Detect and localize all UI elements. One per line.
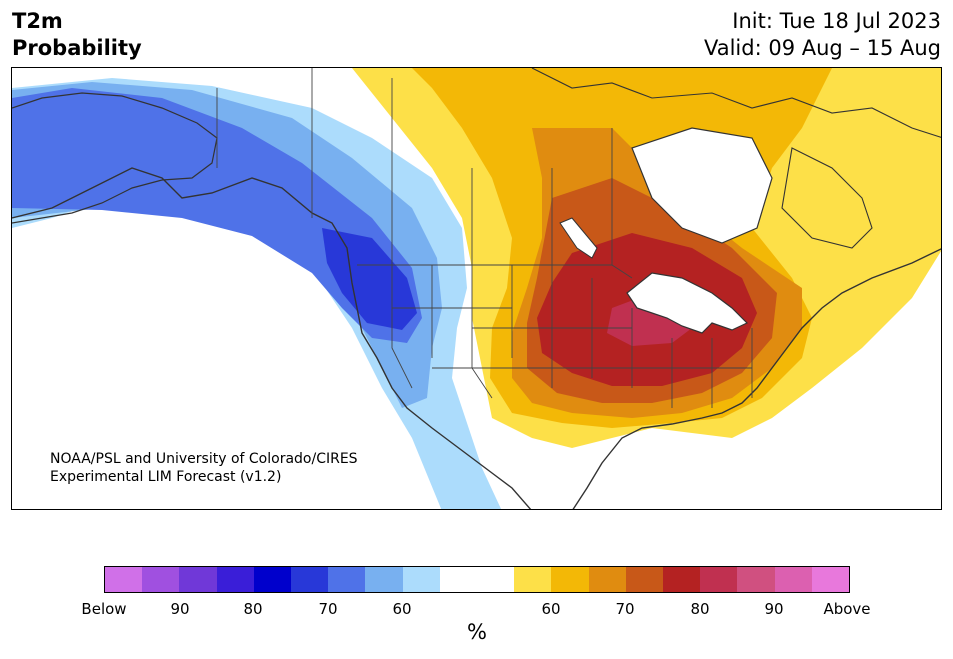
colorbar xyxy=(104,566,850,593)
colorbar-segment xyxy=(774,567,812,592)
colorbar-tick-label: 90 xyxy=(170,600,190,618)
colorbar-segment xyxy=(216,567,254,592)
title-line-2: Probability xyxy=(12,36,142,60)
colorbar-tick-label: 60 xyxy=(392,600,412,618)
colorbar-tick-label: Below xyxy=(81,600,127,618)
hudson-bay xyxy=(631,127,773,244)
colorbar-segment xyxy=(514,567,552,592)
colorbar-segment xyxy=(551,567,589,592)
colorbar-segment xyxy=(625,567,664,592)
forecast-dates: Init: Tue 18 Jul 2023 Valid: 09 Aug – 15… xyxy=(704,8,941,62)
colorbar-segment xyxy=(439,567,478,592)
colorbar-segment xyxy=(663,567,701,592)
init-date: Init: Tue 18 Jul 2023 xyxy=(732,9,941,33)
colorbar-segment xyxy=(179,567,217,592)
colorbar-segment xyxy=(737,567,775,592)
valid-range: Valid: 09 Aug – 15 Aug xyxy=(703,36,941,60)
colorbar-segment xyxy=(365,567,403,592)
colorbar-tick-label: 70 xyxy=(615,600,635,618)
below-90-region xyxy=(322,228,417,330)
colorbar-segment xyxy=(588,567,626,592)
lake-winnipeg xyxy=(559,217,598,259)
colorbar-tick-label: Above xyxy=(823,600,871,618)
state-lines xyxy=(391,265,753,408)
colorbar-tick-label: 60 xyxy=(541,600,561,618)
great-lakes xyxy=(626,272,749,334)
map-canvas xyxy=(12,68,941,509)
province-lines xyxy=(311,68,613,265)
boundaries xyxy=(216,68,753,408)
colorbar-segment xyxy=(811,567,850,592)
coastline xyxy=(12,167,941,509)
data-credit: NOAA/PSL and University of Colorado/CIRE… xyxy=(50,450,358,486)
colorbar-segment xyxy=(291,567,329,592)
colorbar-unit: % xyxy=(467,620,487,644)
colorbar-segment xyxy=(253,567,292,592)
colorbar-tick-label: 90 xyxy=(764,600,784,618)
colorbar-segment xyxy=(402,567,440,592)
colorbar-tick-label: 80 xyxy=(690,600,710,618)
arctic-islands xyxy=(531,68,941,249)
map-title: T2m Probability xyxy=(12,8,142,62)
credit-line-2: Experimental LIM Forecast (v1.2) xyxy=(50,469,282,485)
probability-map: NOAA/PSL and University of Colorado/CIRE… xyxy=(11,67,942,510)
colorbar-segment xyxy=(328,567,366,592)
title-line-1: T2m xyxy=(12,9,63,33)
alaska-coast xyxy=(12,92,218,224)
colorbar-segment xyxy=(477,567,515,592)
colorbar-segment xyxy=(142,567,180,592)
colorbar-segment xyxy=(105,567,143,592)
canada-us-border xyxy=(357,264,633,279)
colorbar-tick-label: 80 xyxy=(243,600,263,618)
colorbar-tick-label: 70 xyxy=(318,600,338,618)
colorbar-segment xyxy=(700,567,738,592)
below-80-region xyxy=(12,88,422,343)
credit-line-1: NOAA/PSL and University of Colorado/CIRE… xyxy=(50,451,358,467)
